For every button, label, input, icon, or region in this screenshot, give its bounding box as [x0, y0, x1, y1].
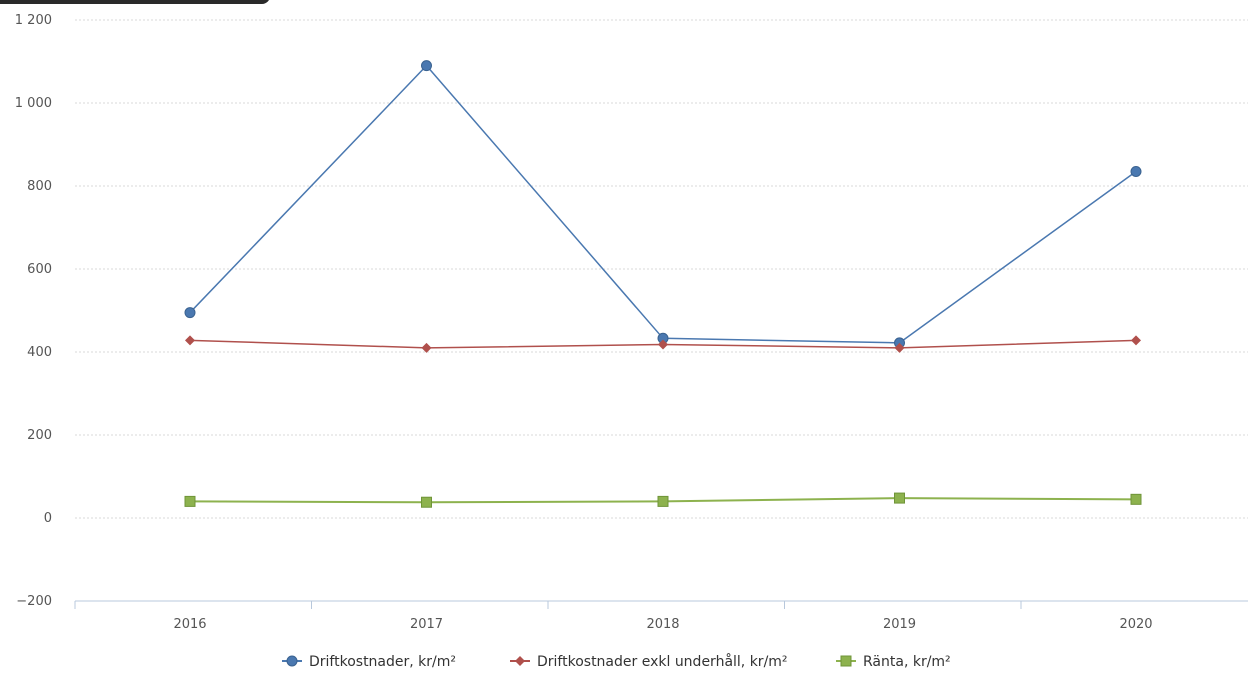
data-point	[894, 342, 905, 353]
y-tick-label: 1 000	[15, 96, 52, 111]
data-point	[421, 342, 432, 353]
legend-marker	[515, 656, 525, 666]
x-tick-label: 2018	[646, 617, 679, 632]
y-tick-label: 400	[27, 345, 52, 360]
data-point	[657, 495, 669, 507]
data-point	[894, 492, 905, 504]
series-2	[185, 335, 1141, 353]
x-axis	[74, 600, 1248, 609]
data-point	[184, 495, 196, 507]
legend-marker	[286, 655, 298, 667]
y-tick-label: 1 200	[15, 13, 52, 28]
data-point	[421, 496, 432, 508]
legend-label: Ränta, kr/m²	[863, 654, 951, 670]
data-point	[1131, 335, 1141, 346]
y-tick-label: 600	[27, 262, 52, 277]
grid-lines	[75, 19, 1248, 519]
y-tick-label: −200	[16, 594, 52, 609]
legend-marker	[840, 655, 852, 667]
header-fragment	[0, 0, 270, 4]
series-group	[184, 60, 1142, 508]
legend-item: Ränta, kr/m²	[836, 654, 951, 670]
series-3	[184, 492, 1142, 508]
x-tick-label: 2020	[1119, 617, 1152, 632]
legend-item: Driftkostnader exkl underhåll, kr/m²	[510, 653, 788, 670]
y-tick-label: 800	[27, 179, 52, 194]
legend-item: Driftkostnader, kr/m²	[282, 654, 456, 670]
x-tick-label: 2017	[410, 617, 443, 632]
data-point	[185, 335, 195, 346]
x-tick-label: 2016	[173, 617, 206, 632]
data-point	[184, 307, 196, 319]
y-tick-label: 200	[27, 428, 52, 443]
x-tick-label: 2019	[883, 617, 916, 632]
series-line	[189, 64, 1137, 344]
x-tick-labels: 2016 2017 2018 2019 2020	[173, 617, 1152, 632]
data-point	[1130, 165, 1142, 177]
data-point	[421, 60, 432, 72]
series-1	[184, 60, 1142, 349]
data-point	[658, 339, 668, 350]
y-tick-label: 0	[44, 511, 52, 526]
legend-label: Driftkostnader, kr/m²	[309, 654, 456, 670]
y-tick-labels: −200 0 200 400 600 800 1 000 1 200	[15, 13, 52, 609]
legend-label: Driftkostnader exkl underhåll, kr/m²	[537, 653, 788, 670]
data-point	[1130, 493, 1142, 505]
legend: Driftkostnader, kr/m² Driftkostnader exkl…	[282, 653, 951, 670]
